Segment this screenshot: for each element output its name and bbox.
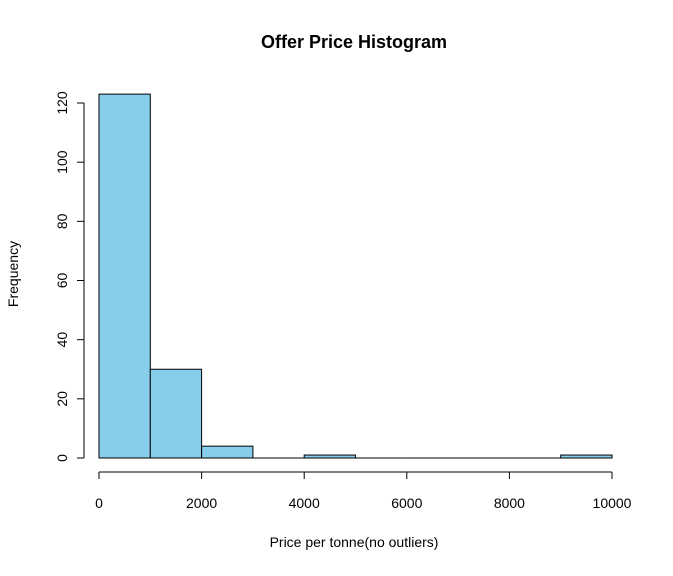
y-tick-label-6: 120 (54, 91, 70, 115)
y-axis-label: Frequency (5, 241, 21, 307)
y-axis: 0 20 40 60 80 100 120 (54, 91, 85, 462)
histogram-bar-2 (201, 445, 254, 459)
y-tick-label-2: 40 (54, 332, 70, 348)
bars-layer (98, 93, 613, 459)
y-tick-label-4: 80 (54, 213, 70, 229)
x-axis-label: Price per tonne(no outliers) (270, 534, 439, 550)
histogram-bar-9 (560, 454, 613, 459)
histogram-bar-4 (303, 454, 357, 459)
x-tick-label-1: 2000 (186, 495, 217, 511)
x-tick-label-4: 8000 (494, 495, 525, 511)
x-tick-label-0: 0 (95, 495, 103, 511)
x-tick-label-2: 4000 (289, 495, 320, 511)
y-tick-label-5: 100 (54, 150, 70, 174)
y-tick-label-1: 20 (54, 391, 70, 407)
histogram-bar-0 (98, 93, 151, 459)
y-tick-label-3: 60 (54, 273, 70, 289)
y-tick-label-0: 0 (54, 454, 70, 462)
x-axis: 0 2000 4000 6000 8000 10000 (95, 471, 632, 511)
x-tick-label-3: 6000 (391, 495, 422, 511)
chart-title: Offer Price Histogram (261, 32, 447, 52)
x-tick-label-5: 10000 (593, 495, 632, 511)
histogram-bar-1 (149, 368, 203, 459)
